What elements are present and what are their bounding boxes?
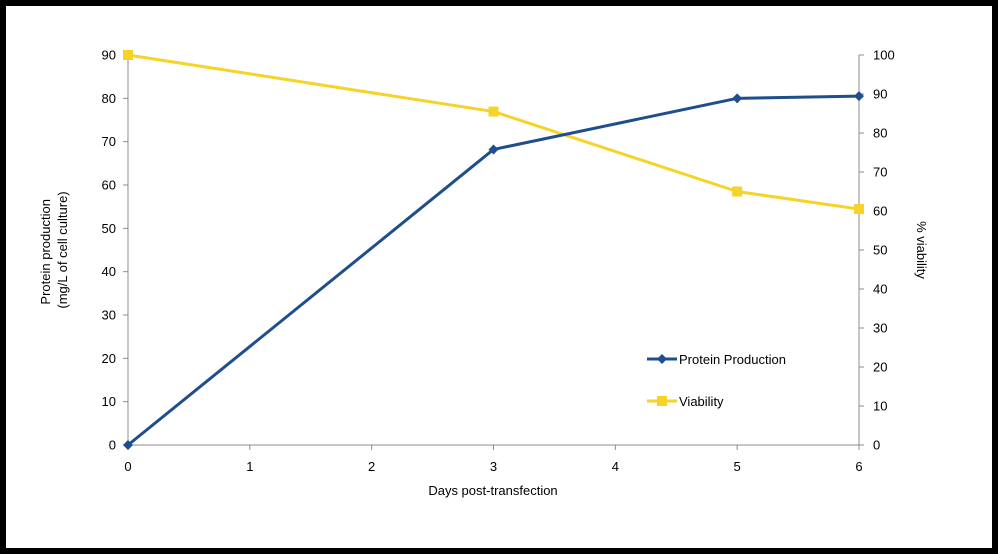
right-y-tick-label: 40 [873, 282, 887, 297]
legend: Protein Production Viability [647, 352, 786, 409]
right-y-tick-label: 0 [873, 438, 880, 453]
left-y-tick-label: 0 [109, 438, 116, 453]
right-y-tick-label: 10 [873, 399, 887, 414]
left-y-axis-title-line-2: (mg/L of cell culture) [55, 191, 70, 308]
right-y-tick-label: 90 [873, 87, 887, 102]
legend-label: Protein Production [679, 352, 786, 367]
data-point [488, 144, 499, 155]
right-y-axis-title: % viability [914, 221, 929, 279]
data-point [854, 91, 864, 102]
x-tick-label: 5 [734, 459, 741, 474]
left-y-tick-label: 30 [102, 308, 116, 323]
data-point [488, 106, 499, 117]
right-y-tick-label: 70 [873, 165, 887, 180]
legend-swatch-marker [657, 354, 667, 364]
left-y-tick-label: 40 [102, 264, 116, 279]
data-point [123, 50, 133, 60]
x-tick-label: 4 [612, 459, 619, 474]
right-y-tick-label: 30 [873, 321, 887, 336]
chart-background [6, 6, 992, 548]
series-line [127, 53, 860, 211]
left-y-tick-label: 10 [102, 394, 116, 409]
data-point [732, 186, 743, 197]
series-viability [123, 50, 864, 215]
series-line [127, 94, 860, 447]
left-y-tick-label: 20 [102, 351, 116, 366]
x-tick-label: 1 [246, 459, 253, 474]
x-axis-title: Days post-transfection [428, 483, 557, 498]
left-y-tick-label: 50 [102, 221, 116, 236]
data-point [123, 440, 133, 450]
right-y-tick-label: 60 [873, 204, 887, 219]
left-y-tick-label: 80 [102, 91, 116, 106]
right-y-tick-label: 100 [873, 48, 895, 63]
left-y-tick-label: 70 [102, 134, 116, 149]
legend-swatch-marker [657, 396, 667, 406]
data-point [732, 93, 743, 104]
x-tick-label: 0 [124, 459, 131, 474]
legend-label: Viability [679, 394, 724, 409]
legend-item: Protein Production [647, 352, 786, 367]
x-tick-label: 2 [368, 459, 375, 474]
left-y-tick-label: 90 [102, 48, 116, 63]
data-point [854, 204, 864, 215]
right-y-tick-label: 80 [873, 126, 887, 141]
left-y-tick-label: 60 [102, 178, 116, 193]
left-y-axis-title: Protein production (mg/L of cell culture… [38, 191, 70, 308]
legend-item: Viability [647, 394, 724, 409]
right-y-tick-label: 50 [873, 243, 887, 258]
x-axis-ticks: 0 1 2 3 4 5 6 [124, 445, 863, 474]
x-tick-label: 3 [490, 459, 497, 474]
right-y-axis-ticks: 0 10 20 30 40 50 60 70 80 90 100 [859, 48, 895, 453]
series-layer [123, 50, 864, 450]
right-y-tick-label: 20 [873, 360, 887, 375]
x-tick-label: 6 [855, 459, 862, 474]
left-y-axis-title-line-1: Protein production [38, 199, 53, 305]
series-protein-production [123, 91, 864, 450]
